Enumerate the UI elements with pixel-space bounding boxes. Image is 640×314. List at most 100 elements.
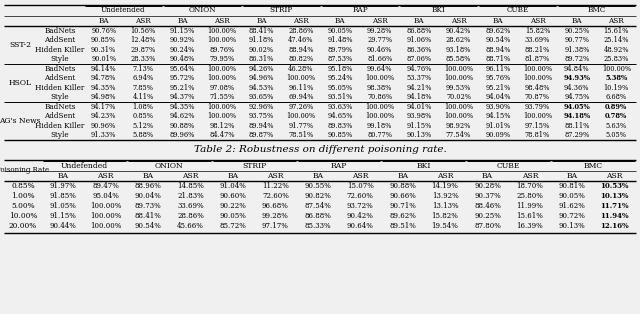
Text: BMC: BMC <box>584 161 603 170</box>
Text: 89.83%: 89.83% <box>328 122 353 130</box>
Text: 84.47%: 84.47% <box>209 131 235 139</box>
Text: 100.00%: 100.00% <box>444 74 473 82</box>
Text: 90.46%: 90.46% <box>367 46 392 54</box>
Text: 85.72%: 85.72% <box>220 222 246 230</box>
Text: 91.01%: 91.01% <box>485 122 511 130</box>
Text: 90.22%: 90.22% <box>220 202 246 210</box>
Text: 100.00%: 100.00% <box>207 36 237 44</box>
Text: ASR: ASR <box>182 172 199 180</box>
Text: 94.75%: 94.75% <box>564 93 589 101</box>
Text: 88.94%: 88.94% <box>485 46 511 54</box>
Text: 99.28%: 99.28% <box>367 27 392 35</box>
Text: 85.33%: 85.33% <box>305 222 331 230</box>
Text: 14.85%: 14.85% <box>177 182 204 190</box>
Text: 91.05%: 91.05% <box>50 202 77 210</box>
Text: 90.01%: 90.01% <box>91 55 116 63</box>
Text: 99.28%: 99.28% <box>262 212 289 220</box>
Text: 10.13%: 10.13% <box>600 192 629 200</box>
Text: 95.72%: 95.72% <box>170 74 195 82</box>
Text: 90.05%: 90.05% <box>328 27 353 35</box>
Text: Hidden Killer: Hidden Killer <box>35 46 84 54</box>
Text: 98.38%: 98.38% <box>367 84 392 92</box>
Text: 11.94%: 11.94% <box>600 212 629 220</box>
Text: 81.66%: 81.66% <box>367 55 392 63</box>
Text: BA: BA <box>227 172 239 180</box>
Text: Undefended: Undefended <box>101 7 146 14</box>
Text: 99.18%: 99.18% <box>367 122 392 130</box>
Text: 100.00%: 100.00% <box>207 103 237 111</box>
Text: 10.19%: 10.19% <box>604 84 629 92</box>
Text: AddSent: AddSent <box>44 36 76 44</box>
Text: 70.02%: 70.02% <box>446 93 471 101</box>
Text: 88.11%: 88.11% <box>564 122 589 130</box>
Text: 98.48%: 98.48% <box>525 84 550 92</box>
Text: 95.76%: 95.76% <box>485 74 511 82</box>
Text: 5.00%: 5.00% <box>11 202 35 210</box>
Text: BA: BA <box>58 172 68 180</box>
Text: 96.68%: 96.68% <box>262 202 289 210</box>
Text: 46.28%: 46.28% <box>288 65 314 73</box>
Text: 98.92%: 98.92% <box>446 122 471 130</box>
Text: 94.98%: 94.98% <box>91 93 116 101</box>
Text: 91.06%: 91.06% <box>406 36 432 44</box>
Text: 0.78%: 0.78% <box>605 112 627 120</box>
Text: BA: BA <box>312 172 323 180</box>
Text: ONION: ONION <box>155 161 184 170</box>
Text: 100.00%: 100.00% <box>444 112 473 120</box>
Text: 94.26%: 94.26% <box>249 65 274 73</box>
Text: AG's News: AG's News <box>0 117 41 125</box>
Text: Poisoning Rate: Poisoning Rate <box>0 166 49 175</box>
Text: BA: BA <box>397 172 408 180</box>
Text: 93.51%: 93.51% <box>328 93 353 101</box>
Text: 90.85%: 90.85% <box>91 36 116 44</box>
Text: 95.05%: 95.05% <box>328 84 353 92</box>
Text: 47.46%: 47.46% <box>288 36 314 44</box>
Text: 28.86%: 28.86% <box>177 212 204 220</box>
Text: 91.33%: 91.33% <box>91 131 116 139</box>
Text: BA: BA <box>99 17 109 25</box>
Text: BA: BA <box>177 17 188 25</box>
Text: 90.85%: 90.85% <box>328 131 353 139</box>
Text: 90.88%: 90.88% <box>389 182 416 190</box>
Text: 100.00%: 100.00% <box>286 112 316 120</box>
Text: BA: BA <box>335 17 346 25</box>
Text: 94.14%: 94.14% <box>91 65 116 73</box>
Text: 95.18%: 95.18% <box>328 65 353 73</box>
Text: 28.62%: 28.62% <box>446 36 471 44</box>
Text: ASR: ASR <box>437 172 453 180</box>
Text: 100.00%: 100.00% <box>207 112 237 120</box>
Text: 95.04%: 95.04% <box>92 192 119 200</box>
Text: 100.00%: 100.00% <box>90 222 122 230</box>
Text: 91.85%: 91.85% <box>50 192 77 200</box>
Text: ASR: ASR <box>372 17 388 25</box>
Text: 94.65%: 94.65% <box>328 112 353 120</box>
Text: 88.41%: 88.41% <box>249 27 274 35</box>
Text: 1.00%: 1.00% <box>11 192 35 200</box>
Text: ONION: ONION <box>189 7 216 14</box>
Text: BadNets: BadNets <box>44 65 76 73</box>
Text: 86.88%: 86.88% <box>305 212 332 220</box>
Text: 90.71%: 90.71% <box>389 202 416 210</box>
Text: BKI: BKI <box>417 161 431 170</box>
Text: 94.05%: 94.05% <box>563 103 590 111</box>
Text: AddSent: AddSent <box>44 74 76 82</box>
Text: 91.38%: 91.38% <box>564 46 589 54</box>
Text: 93.65%: 93.65% <box>249 93 274 101</box>
Text: ASR: ASR <box>214 17 230 25</box>
Text: 94.17%: 94.17% <box>91 103 116 111</box>
Text: 89.62%: 89.62% <box>485 27 511 35</box>
Text: ASR: ASR <box>522 172 538 180</box>
Text: 97.15%: 97.15% <box>525 122 550 130</box>
Text: 91.48%: 91.48% <box>328 36 353 44</box>
Text: 33.69%: 33.69% <box>525 36 550 44</box>
Text: 28.86%: 28.86% <box>288 27 314 35</box>
Text: BA: BA <box>482 172 493 180</box>
Text: 100.00%: 100.00% <box>90 202 122 210</box>
Text: 11.99%: 11.99% <box>516 202 543 210</box>
Text: 33.69%: 33.69% <box>177 202 204 210</box>
Text: BA: BA <box>414 17 424 25</box>
Text: 90.81%: 90.81% <box>559 182 586 190</box>
Text: 87.06%: 87.06% <box>406 55 432 63</box>
Text: 87.53%: 87.53% <box>328 55 353 63</box>
Text: STRIP: STRIP <box>242 161 266 170</box>
